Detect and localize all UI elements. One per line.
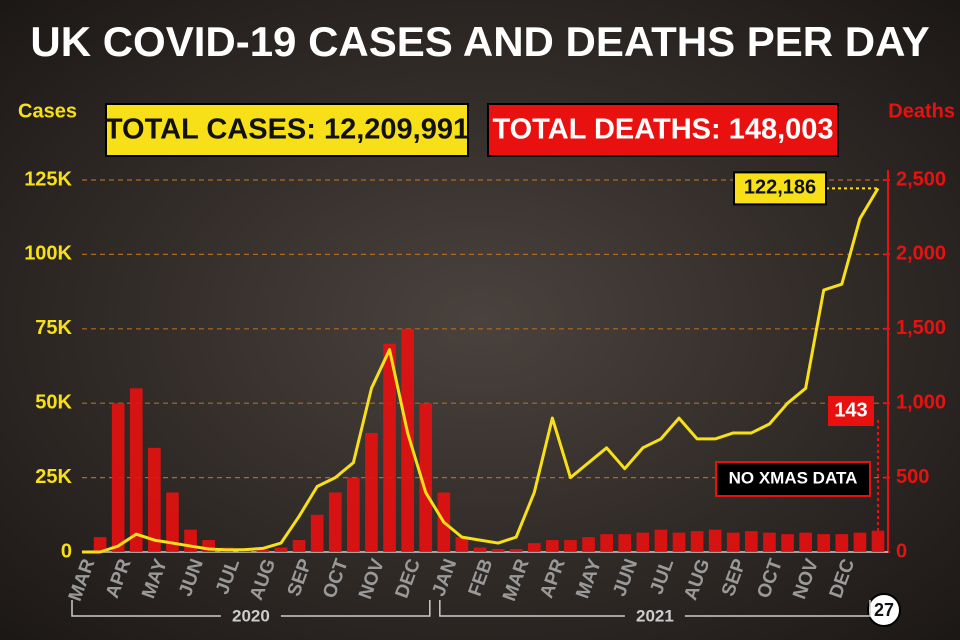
death-bar	[455, 537, 469, 552]
death-bar	[274, 547, 288, 552]
deaths-annotation: 143	[834, 399, 867, 421]
death-bar	[129, 388, 143, 552]
y2-tick-label: 2,500	[896, 168, 946, 190]
death-bar	[745, 531, 758, 552]
death-bar	[726, 532, 740, 552]
x-tick-label: 27	[874, 600, 894, 620]
cases-line	[82, 187, 880, 554]
death-bar	[781, 534, 794, 552]
y2-tick-label: 500	[896, 466, 929, 488]
year-label: 2021	[636, 606, 674, 625]
y-tick-label: 75K	[35, 317, 72, 339]
y2-axis-label: Deaths	[888, 100, 955, 122]
death-bar	[672, 532, 686, 552]
death-bar	[618, 534, 632, 552]
death-bar	[383, 343, 396, 552]
death-bar	[835, 534, 849, 552]
total-cases-box	[105, 103, 469, 157]
death-bar	[799, 532, 812, 552]
death-bar	[401, 328, 414, 552]
y2-tick-label: 1,500	[896, 317, 946, 339]
death-bar	[564, 540, 577, 552]
death-bar	[763, 532, 776, 552]
death-bar	[690, 531, 704, 552]
deaths-annotation-box	[828, 396, 874, 426]
y2-tick-label: 2,000	[896, 243, 946, 265]
y-axis-label: Cases	[18, 100, 77, 122]
death-bar	[166, 492, 179, 552]
death-bar	[310, 514, 324, 552]
death-bar	[93, 537, 107, 552]
note-box	[715, 461, 871, 497]
death-bar	[582, 537, 595, 552]
chart-title: UK COVID-19 CASES AND DEATHS PER DAY	[30, 18, 929, 65]
cases-annotation: 122,186	[744, 177, 816, 199]
total-cases: TOTAL CASES: 12,209,991	[105, 114, 469, 146]
death-bar	[419, 403, 433, 552]
death-bar	[202, 540, 215, 552]
death-bar	[708, 529, 722, 552]
total-deaths: TOTAL DEATHS: 148,003	[492, 114, 833, 146]
death-bar	[817, 534, 831, 552]
y2-tick-label: 1,000	[896, 391, 946, 413]
death-bar	[111, 403, 125, 552]
death-bar	[328, 492, 342, 552]
y-tick-label: 50K	[35, 391, 72, 413]
death-bar	[527, 543, 541, 552]
total-deaths-box	[487, 103, 839, 157]
death-bar	[654, 529, 668, 552]
year-bracket	[71, 600, 431, 617]
death-bar	[148, 447, 161, 552]
year-bracket	[439, 600, 871, 617]
death-bar	[491, 549, 505, 552]
death-bar	[871, 530, 885, 552]
year-label: 2020	[232, 606, 270, 625]
death-bar	[473, 547, 487, 552]
death-bar	[365, 432, 378, 552]
cases-annotation-box	[733, 171, 827, 206]
death-bar	[600, 534, 613, 552]
note: NO XMAS DATA	[729, 468, 858, 487]
y-tick-label: 125K	[24, 168, 72, 190]
death-bar	[347, 477, 360, 552]
death-bar	[292, 540, 306, 552]
death-bar	[184, 529, 197, 552]
y-tick-label: 100K	[24, 243, 72, 265]
death-bar	[636, 532, 650, 552]
death-bar	[509, 549, 523, 552]
death-bar	[853, 532, 867, 552]
y-tick-label: 0	[61, 540, 72, 562]
y-tick-label: 25K	[35, 466, 72, 488]
end-marker	[867, 593, 901, 627]
y2-tick-label: 0	[896, 540, 907, 562]
death-bar	[546, 540, 559, 552]
death-bar	[256, 549, 270, 552]
